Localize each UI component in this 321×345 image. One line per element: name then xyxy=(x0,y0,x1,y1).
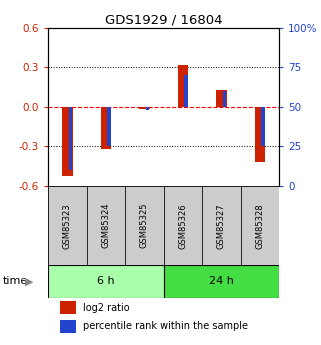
Bar xyxy=(62,107,73,176)
FancyBboxPatch shape xyxy=(48,265,164,297)
Text: GSM85326: GSM85326 xyxy=(178,203,187,248)
Bar xyxy=(255,107,265,162)
Bar xyxy=(60,301,76,314)
FancyBboxPatch shape xyxy=(164,186,202,265)
Bar xyxy=(178,65,188,107)
Bar xyxy=(60,320,76,333)
FancyBboxPatch shape xyxy=(241,186,279,265)
FancyBboxPatch shape xyxy=(87,186,125,265)
Text: ▶: ▶ xyxy=(25,276,33,286)
Text: GSM85324: GSM85324 xyxy=(101,203,110,248)
Bar xyxy=(69,107,73,170)
Bar xyxy=(216,90,227,107)
Bar xyxy=(139,107,150,109)
FancyBboxPatch shape xyxy=(202,186,241,265)
Text: GSM85327: GSM85327 xyxy=(217,203,226,248)
Text: 24 h: 24 h xyxy=(209,276,234,286)
Bar xyxy=(184,75,188,107)
Text: GSM85325: GSM85325 xyxy=(140,203,149,248)
Text: time: time xyxy=(3,276,29,286)
Text: percentile rank within the sample: percentile rank within the sample xyxy=(83,322,248,332)
FancyBboxPatch shape xyxy=(164,265,279,297)
Title: GDS1929 / 16804: GDS1929 / 16804 xyxy=(105,13,222,27)
Bar xyxy=(261,107,265,147)
FancyBboxPatch shape xyxy=(125,186,164,265)
Text: GSM85328: GSM85328 xyxy=(256,203,265,248)
FancyBboxPatch shape xyxy=(48,186,87,265)
Text: GSM85323: GSM85323 xyxy=(63,203,72,248)
Text: 6 h: 6 h xyxy=(97,276,115,286)
Text: log2 ratio: log2 ratio xyxy=(83,303,129,313)
Bar xyxy=(107,107,111,147)
Bar xyxy=(100,107,111,149)
Bar xyxy=(146,107,150,110)
Bar xyxy=(223,91,227,107)
